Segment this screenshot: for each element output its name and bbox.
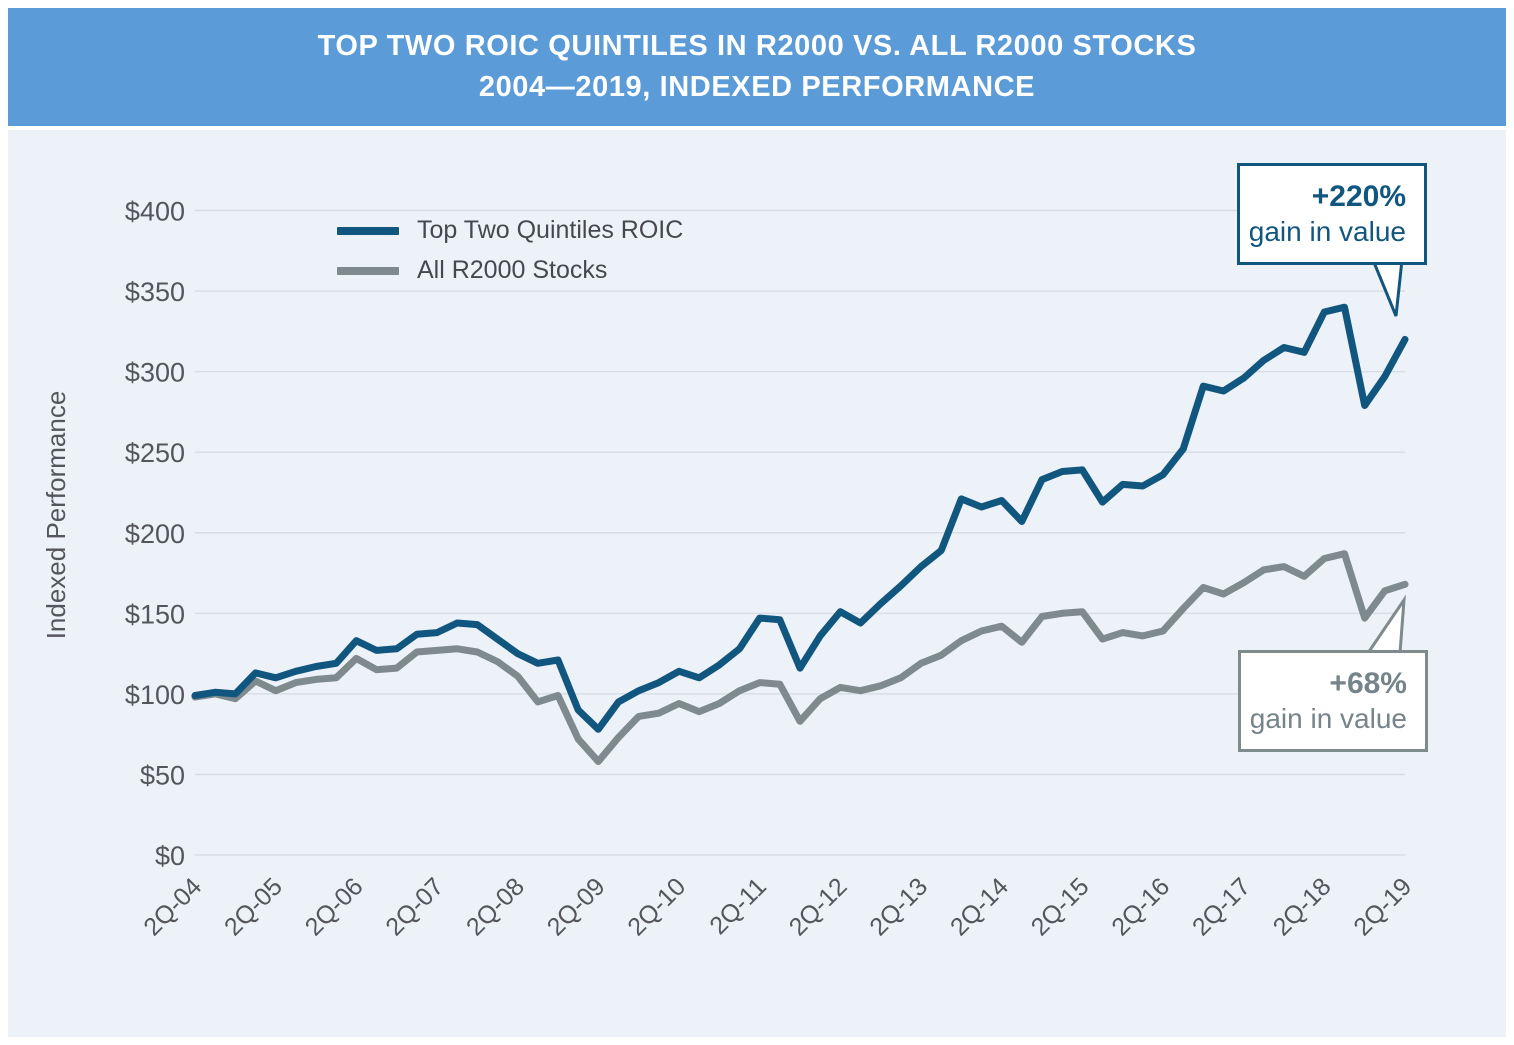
callout-value: +68% (1329, 667, 1407, 700)
x-tick-label: 2Q-14 (945, 872, 1014, 941)
callout-label: gain in value (1249, 703, 1407, 734)
x-tick-label: 2Q-10 (622, 872, 691, 941)
title-line-2: 2004—2019, INDEXED PERFORMANCE (478, 71, 1036, 103)
y-tick-label: $400 (125, 197, 185, 227)
legend: Top Two Quintiles ROIC All R2000 Stocks (337, 216, 683, 285)
y-tick-label: $200 (125, 519, 185, 549)
x-tick-label: 2Q-18 (1268, 872, 1337, 941)
x-tick-label: 2Q-11 (704, 872, 772, 940)
x-tick-label: 2Q-08 (461, 872, 530, 941)
x-tick-label: 2Q-15 (1026, 872, 1095, 941)
title-line-1: TOP TWO ROIC QUINTILES IN R2000 VS. ALL … (317, 30, 1197, 62)
callout-value: +220% (1311, 180, 1406, 213)
y-tick-label: $250 (125, 438, 185, 468)
series-line-all-r2000-stocks (191, 550, 1409, 765)
y-tick-label: $100 (125, 680, 185, 710)
x-tick-label: 2Q-06 (300, 872, 369, 941)
x-tick-label: 2Q-16 (1106, 872, 1175, 941)
y-tick-label: $350 (125, 277, 185, 307)
series-line-top-two-quintiles-roic (191, 303, 1409, 733)
callout-label: gain in value (1248, 216, 1406, 247)
gray-line-swatch-icon (337, 266, 399, 275)
x-tick-label: 2Q-19 (1348, 872, 1417, 941)
callout-blue-tail (1370, 258, 1404, 317)
x-tick-label: 2Q-07 (380, 872, 449, 941)
x-tick-label: 2Q-12 (784, 872, 853, 941)
callout-gray-gain: +68% gain in value (1238, 650, 1428, 752)
y-tick-label: $50 (140, 760, 185, 790)
y-tick-label: $150 (125, 599, 185, 629)
x-tick-label: 2Q-13 (864, 872, 933, 941)
legend-label: Top Two Quintiles ROIC (417, 216, 684, 244)
y-tick-label: $0 (155, 841, 185, 871)
x-tick-label: 2Q-17 (1187, 872, 1256, 941)
chart-plot-area: $0 $50 $100 $150 $200 $250 $300 $350 $400 2Q-04 2Q… (8, 130, 1506, 1037)
x-tick-label: 2Q-09 (542, 872, 611, 941)
callout-blue-gain: +220% gain in value (1237, 163, 1427, 265)
chart-title-banner: TOP TWO ROIC QUINTILES IN R2000 VS. ALL … (8, 8, 1506, 126)
x-tick-label: 2Q-05 (219, 872, 288, 941)
legend-label: All R2000 Stocks (417, 256, 608, 284)
legend-item-top-two-quintiles: Top Two Quintiles ROIC (337, 216, 683, 245)
x-tick-label: 2Q-04 (138, 872, 207, 941)
legend-item-all-r2000: All R2000 Stocks (337, 256, 683, 285)
y-tick-label: $300 (125, 358, 185, 388)
blue-line-swatch-icon (337, 226, 399, 235)
y-axis-title: Indexed Performance (41, 391, 71, 640)
